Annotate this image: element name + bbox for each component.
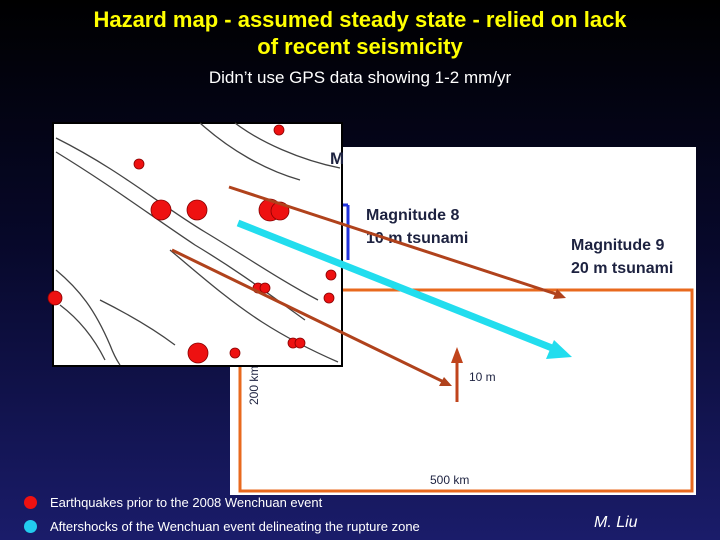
- earthquake-marker: [187, 342, 209, 364]
- cyan-dot-icon: [24, 519, 37, 533]
- map-fault-line: [55, 151, 306, 321]
- legend-item-earthquakes: Earthquakes prior to the 2008 Wenchuan e…: [24, 494, 322, 510]
- map-fault-line: [59, 304, 106, 361]
- map-panel-heading: M: [330, 149, 344, 168]
- title-line-1: Hazard map - assumed steady state - reli…: [93, 7, 627, 32]
- earthquake-marker: [323, 292, 335, 304]
- distance-scale-y-label: 200 km: [247, 366, 261, 405]
- lower-fault-arrowhead: [439, 377, 452, 386]
- author-credit: M. Liu: [594, 514, 638, 531]
- mag9-label-line1: Magnitude 9: [571, 237, 664, 254]
- earthquake-marker: [229, 347, 241, 359]
- earthquake-marker: [47, 290, 63, 306]
- map-fault-line: [234, 122, 341, 169]
- red-dot-icon: [24, 495, 37, 509]
- title-line-2: of recent seismicity: [257, 34, 463, 59]
- map-fault-lines: [55, 122, 341, 366]
- earthquake-marker: [325, 269, 337, 281]
- map-fault-line: [55, 269, 121, 366]
- slide-title: Hazard map - assumed steady state - reli…: [0, 6, 720, 60]
- mag8-label-line2: 10 m tsunami: [366, 230, 468, 247]
- earthquake-marker: [186, 199, 208, 221]
- earthquake-marker: [150, 199, 172, 221]
- map-fault-line: [169, 249, 339, 363]
- lower-fault-arrow: [171, 248, 449, 386]
- distance-scale-x-label: 500 km: [430, 473, 469, 487]
- earthquake-marker: [259, 282, 271, 294]
- legend-item-aftershocks: Aftershocks of the Wenchuan event deline…: [24, 518, 420, 534]
- rupture-zone-arrowhead: [546, 340, 572, 359]
- upper-fault-arrowhead: [553, 289, 566, 299]
- rupture-zone-arrow: [236, 219, 554, 352]
- mag8-label-line1: Magnitude 8: [366, 207, 459, 224]
- map-fault-line: [55, 137, 319, 301]
- upper-fault-arrow: [228, 185, 563, 298]
- map-fault-line: [99, 299, 176, 346]
- slide-subtitle: Didn’t use GPS data showing 1-2 mm/yr: [208, 68, 512, 87]
- legend-label-earthquakes: Earthquakes prior to the 2008 Wenchuan e…: [50, 494, 323, 510]
- height-scale-arrowhead-up: [451, 347, 463, 363]
- height-scale-label: 10 m: [469, 370, 496, 384]
- map-fault-line: [199, 122, 301, 181]
- tsunami-box: [238, 288, 694, 493]
- earthquake-marker: [273, 124, 285, 136]
- earthquake-marker: [133, 158, 145, 170]
- legend-label-aftershocks: Aftershocks of the Wenchuan event deline…: [50, 518, 420, 534]
- earthquake-marker: [294, 337, 306, 349]
- mag9-label-line2: 20 m tsunami: [571, 260, 673, 277]
